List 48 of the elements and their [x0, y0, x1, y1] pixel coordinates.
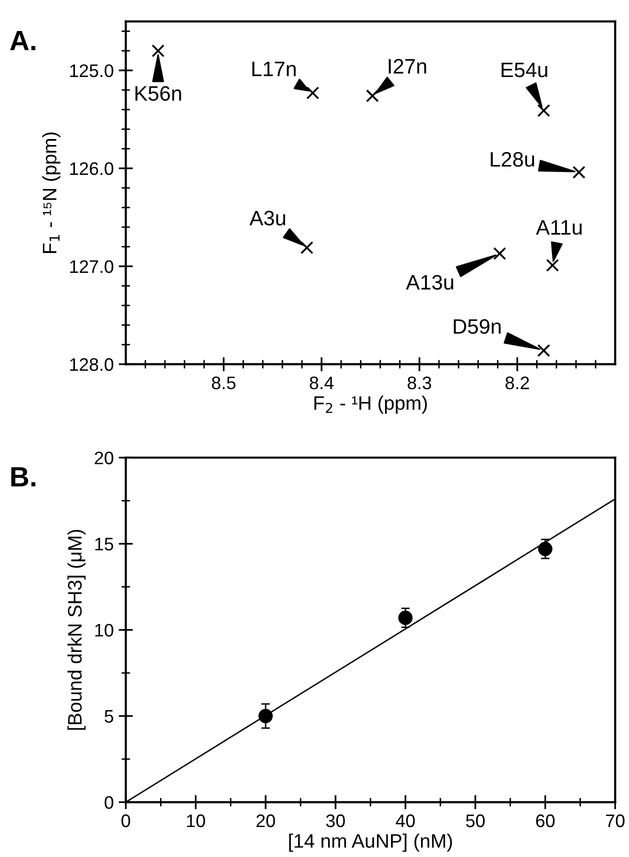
y-tick-label: 5: [104, 710, 114, 723]
point: [258, 708, 273, 724]
y-tick-label: 15: [95, 538, 114, 550]
point: [493, 247, 506, 260]
point: [152, 44, 165, 58]
annotation: A3u: [249, 210, 286, 226]
annotation: E54u: [502, 62, 548, 78]
point: [537, 344, 550, 357]
point: [366, 89, 379, 102]
y-tick-label: 10: [95, 624, 114, 637]
x-tick-label: 8.2: [506, 376, 529, 390]
chart-title: B.: [11, 467, 36, 486]
y-tick-label: 0: [104, 796, 114, 809]
x-tick-label: 10: [187, 814, 206, 828]
point: [538, 542, 552, 556]
y-tick-label: 126.0: [70, 162, 114, 176]
chart-title: A.: [10, 31, 36, 50]
x-axis-title: [14 nm AuNP] (nM): [289, 834, 452, 852]
annotation: A11u: [536, 220, 582, 235]
x-tick-label: 30: [326, 814, 345, 828]
y-tick-label: 20: [94, 452, 114, 464]
x-tick-label: 60: [536, 814, 555, 828]
point: [546, 258, 559, 272]
y-tick-label: 128.0: [70, 358, 114, 371]
x-tick-label: 50: [466, 814, 485, 828]
point: [398, 610, 413, 625]
x-tick-label: 70: [606, 814, 624, 828]
annotation: D59n: [454, 319, 501, 334]
annotation: K56n: [135, 86, 182, 101]
x-tick-label: 8.3: [408, 376, 432, 390]
annotation: A13u: [406, 274, 454, 290]
y-tick-label: 125.0: [70, 64, 114, 78]
y-tick-label: 127.0: [70, 260, 114, 273]
point: [572, 166, 586, 179]
x-tick-label: 0: [121, 814, 130, 828]
x-tick-label: 40: [396, 814, 415, 828]
x-tick-label: 8.5: [212, 376, 236, 390]
x-tick-label: 20: [256, 814, 275, 828]
point: [537, 104, 550, 118]
annotation: L17n: [252, 62, 296, 76]
y-axis-title: F$_{1}$ - ¹⁵N (ppm): [42, 132, 60, 253]
point: [300, 241, 314, 254]
annotation: L28u: [490, 152, 534, 167]
point: [306, 86, 320, 100]
x-tick-label: 8.4: [310, 376, 334, 390]
annotation: I27n: [388, 58, 426, 74]
x-axis-title: F$_{2}$ - ¹H (ppm): [314, 396, 427, 414]
y-axis-title: [Bound drkN SH3] (μM): [67, 530, 86, 730]
